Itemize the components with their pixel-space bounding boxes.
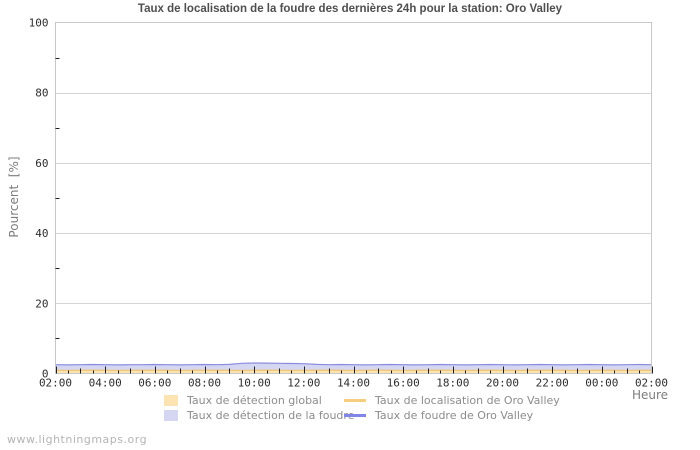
y-tick-label-100: 100 — [29, 17, 49, 30]
y-minor-ticks — [55, 58, 60, 339]
legend-label-detection-global: Taux de détection global — [187, 394, 322, 407]
x-tick-label-02:00: 02:00 — [39, 377, 72, 390]
x-tick-label-14:00: 14:00 — [337, 377, 370, 390]
legend-label-foudre-station: Taux de foudre de Oro Valley — [375, 409, 534, 422]
y-tick-labels: 0 20 40 60 80 100 — [29, 17, 49, 381]
chart-title: Taux de localisation de la foudre des de… — [137, 3, 563, 15]
legend-item-localisation-station: Taux de localisation de Oro Valley — [344, 394, 560, 407]
y-tick-label-80: 80 — [35, 87, 48, 100]
y-tick-label-60: 60 — [35, 157, 48, 170]
x-tick-label-06:00: 06:00 — [138, 377, 171, 390]
x-tick-label-12:00: 12:00 — [287, 377, 320, 390]
y-gridlines — [55, 93, 652, 304]
y-tick-label-20: 20 — [35, 297, 48, 310]
legend-swatch-detection-global — [164, 395, 178, 406]
plot-border — [55, 22, 652, 374]
legend-label-detection-foudre: Taux de détection de la foudre — [187, 409, 355, 422]
y-tick-label-0: 0 — [42, 368, 49, 381]
x-axis-label: Heure — [631, 388, 669, 402]
area-detection-global — [55, 370, 652, 374]
legend-swatch-localisation-station — [344, 399, 366, 402]
legend-swatch-detection-foudre — [164, 410, 178, 421]
y-tick-label-40: 40 — [35, 227, 48, 240]
x-tick-label-18:00: 18:00 — [436, 377, 469, 390]
watermark-link[interactable]: www.lightningmaps.org — [7, 433, 148, 446]
legend-item-foudre-station: Taux de foudre de Oro Valley — [344, 409, 533, 422]
x-tick-label-08:00: 08:00 — [188, 377, 221, 390]
legend-label-localisation-station: Taux de localisation de Oro Valley — [375, 394, 560, 407]
x-tick-labels: 02:00 04:00 06:00 08:00 10:00 12:00 14:00 16:00… — [39, 377, 668, 390]
x-tick-label-04:00: 04:00 — [89, 377, 122, 390]
legend-item-detection-global: Taux de détection global — [164, 394, 322, 407]
x-tick-label-02:00: 02:00 — [635, 377, 668, 390]
legend-item-detection-foudre: Taux de détection de la foudre — [164, 409, 354, 422]
x-tick-label-16:00: 16:00 — [387, 377, 420, 390]
legend-swatch-foudre-station — [344, 414, 366, 417]
x-tick-label-20:00: 20:00 — [486, 377, 519, 390]
x-ticks — [56, 366, 653, 374]
x-tick-label-10:00: 10:00 — [238, 377, 271, 390]
x-tick-label-22:00: 22:00 — [536, 377, 569, 390]
x-tick-label-00:00: 00:00 — [585, 377, 618, 390]
y-axis-label: Pourcent [%] — [7, 156, 21, 238]
line-foudre-station — [55, 362, 652, 366]
